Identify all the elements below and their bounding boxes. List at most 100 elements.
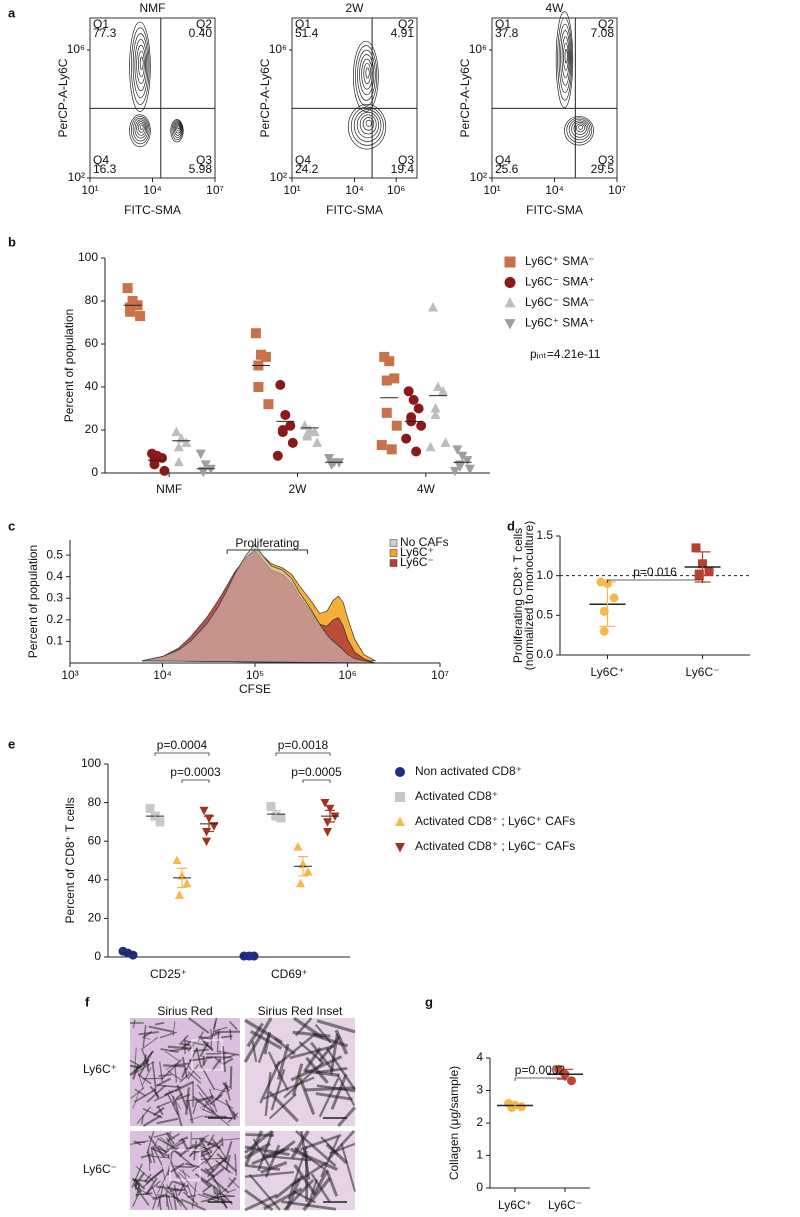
legend-label: Ly6C⁺ SMA⁺	[525, 316, 595, 330]
fiber	[211, 1138, 221, 1150]
contour-line	[132, 117, 149, 142]
x-tick-label: Ly6C⁻	[548, 1198, 582, 1212]
data-point	[302, 430, 313, 441]
fiber	[136, 1067, 144, 1090]
comparison-bracket	[302, 779, 331, 783]
panel-label: b	[8, 234, 16, 249]
data-point	[691, 543, 701, 553]
data-point	[195, 449, 206, 460]
fiber	[194, 1173, 217, 1190]
contour-line	[170, 119, 184, 143]
fiber	[167, 1070, 183, 1081]
legend-marker	[504, 296, 516, 308]
fiber	[216, 1152, 237, 1173]
data-point	[416, 420, 427, 431]
fiber	[151, 1061, 157, 1089]
contour-line	[130, 27, 150, 105]
fiber	[145, 1059, 150, 1072]
x-tick-label: 4W	[417, 482, 436, 496]
data-point	[389, 373, 400, 384]
chart-title: NMF	[140, 1, 166, 15]
fiber	[264, 1072, 272, 1117]
fiber	[168, 1089, 182, 1110]
contour-line	[355, 45, 378, 107]
data-point	[457, 451, 468, 462]
fiber	[148, 1149, 151, 1171]
fiber	[156, 1117, 179, 1125]
error-bar	[325, 809, 335, 823]
fiber	[264, 1144, 281, 1178]
y-tick-label: 0.5	[46, 547, 63, 561]
data-point	[334, 458, 345, 468]
contour-line	[173, 122, 182, 136]
error-bar	[177, 867, 187, 889]
data-point	[599, 626, 609, 636]
fiber	[316, 1019, 356, 1034]
fiber	[187, 1071, 202, 1084]
fiber	[289, 1044, 335, 1060]
p-value: p=0.0004	[157, 738, 208, 752]
fiber	[304, 1086, 356, 1092]
legend-marker	[395, 792, 405, 802]
contour-line	[175, 123, 182, 134]
fiber	[142, 1168, 164, 1188]
fiber	[244, 1164, 281, 1171]
y-tick-label: 40	[85, 379, 99, 393]
fiber	[152, 1106, 165, 1117]
legend-marker	[395, 767, 405, 777]
fiber	[191, 1155, 213, 1172]
quadrant-percent: 37.8	[495, 26, 519, 40]
fiber	[173, 1184, 179, 1203]
x-tick-label: 10⁴	[345, 183, 364, 197]
fiber	[312, 1169, 329, 1197]
data-point	[320, 799, 330, 808]
data-point	[376, 440, 387, 451]
legend-swatch	[389, 549, 398, 557]
fiber	[164, 1140, 186, 1154]
fiber	[165, 1062, 179, 1071]
error-bar	[507, 1103, 523, 1108]
data-point	[135, 311, 146, 322]
legend-marker	[504, 277, 516, 288]
quadrant-percent: 51.4	[295, 26, 319, 40]
contour-line	[363, 63, 372, 84]
data-point	[125, 306, 136, 317]
y-tick-label: 10⁶	[269, 42, 287, 56]
quadrant-percent: 29.5	[591, 162, 615, 176]
legend-label: Ly6C⁺	[400, 545, 434, 559]
fiber	[290, 1130, 310, 1159]
fiber	[212, 1178, 230, 1194]
fiber	[187, 1100, 194, 1124]
data-point	[260, 351, 271, 362]
contour-line	[129, 21, 151, 112]
fiber	[206, 1141, 216, 1146]
fiber	[152, 1198, 157, 1210]
fiber	[325, 1169, 339, 1197]
fiber	[221, 1137, 224, 1147]
data-point	[430, 403, 441, 413]
y-tick-label: 80	[88, 795, 102, 809]
image-row-label: Ly6C⁻	[83, 1162, 117, 1176]
x-axis-label: FITC-SMA	[526, 203, 583, 217]
contour-line	[359, 54, 375, 96]
fiber	[180, 1137, 190, 1152]
fiber	[180, 1198, 206, 1211]
legend-marker	[504, 256, 516, 268]
y-tick-label: 20	[88, 911, 102, 925]
y-tick-label: 0	[94, 949, 101, 963]
contour-line	[129, 114, 151, 148]
fiber	[336, 1073, 356, 1106]
fiber	[141, 1114, 144, 1125]
fiber	[188, 1017, 210, 1034]
contour-line	[177, 125, 180, 130]
contour-line	[138, 122, 145, 133]
fiber	[196, 1095, 214, 1104]
y-axis-label: Percent of CD8⁺ T cells	[63, 798, 77, 924]
fiber	[174, 1100, 183, 1127]
fiber	[337, 1106, 357, 1128]
data-point	[330, 812, 340, 822]
data-point	[381, 407, 392, 418]
data-point	[202, 837, 211, 847]
